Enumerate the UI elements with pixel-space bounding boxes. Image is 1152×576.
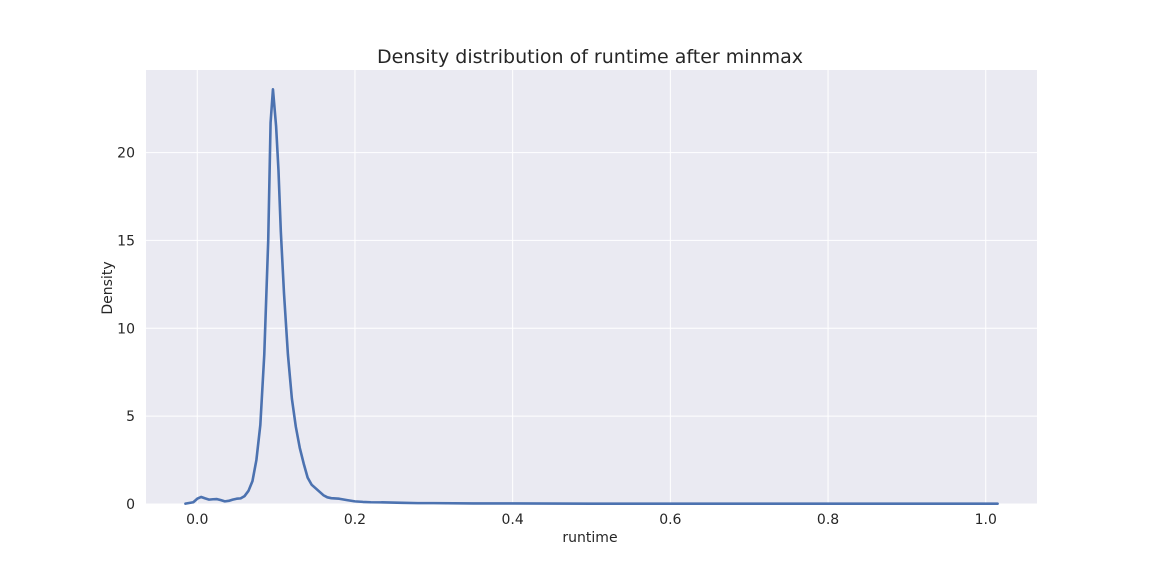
x-axis-label: runtime: [562, 530, 617, 546]
y-tick-label: 15: [117, 233, 135, 249]
y-tick-label: 10: [117, 321, 135, 337]
chart-title: Density distribution of runtime after mi…: [377, 46, 803, 68]
x-tick-labels: 0.0 0.2 0.4 0.6 0.8 1.0: [186, 512, 997, 528]
y-tick-label: 20: [117, 146, 135, 162]
y-tick-labels: 0 5 10 15 20: [117, 146, 135, 513]
y-axis-label: Density: [100, 261, 116, 314]
x-tick-label: 0.0: [186, 512, 208, 528]
x-tick-label: 0.6: [659, 512, 681, 528]
x-tick-label: 0.8: [817, 512, 839, 528]
series-layer: [184, 88, 999, 505]
density-line: [184, 88, 999, 505]
y-tick-label: 0: [126, 497, 135, 513]
plot-area: [146, 70, 1037, 504]
x-tick-label: 0.4: [502, 512, 524, 528]
y-tick-label: 5: [126, 409, 135, 425]
grid-lines: [146, 70, 1037, 505]
x-tick-label: 0.2: [344, 512, 366, 528]
x-tick-label: 1.0: [975, 512, 997, 528]
